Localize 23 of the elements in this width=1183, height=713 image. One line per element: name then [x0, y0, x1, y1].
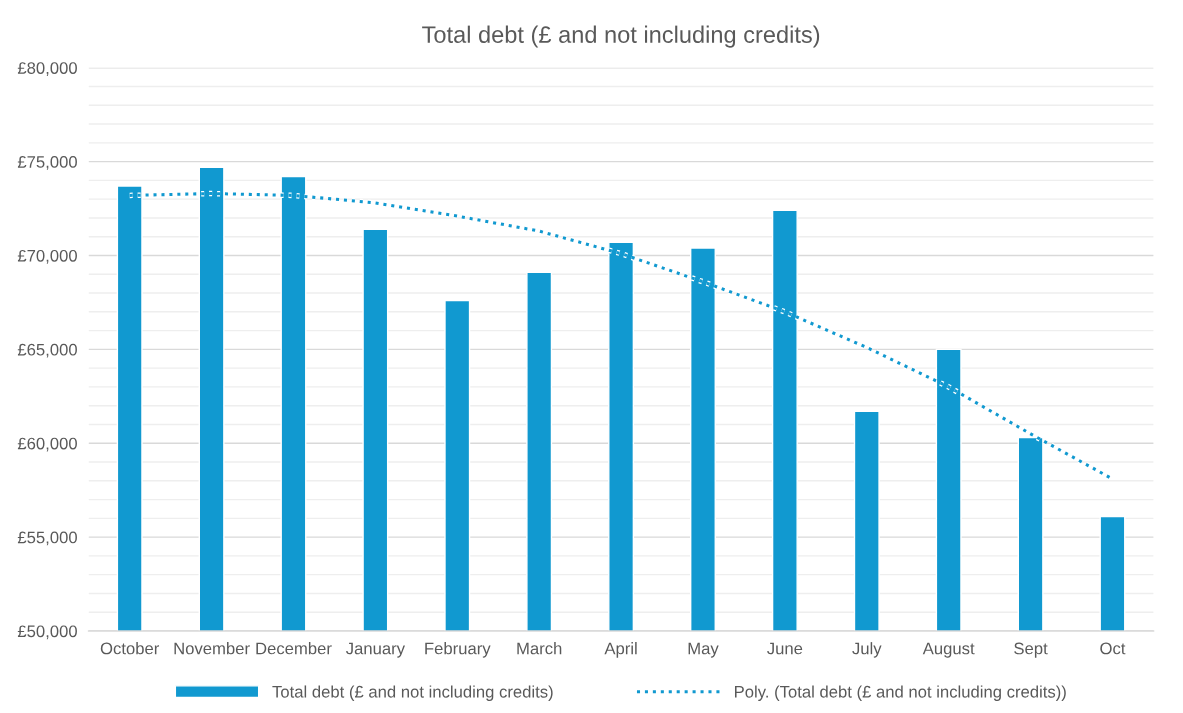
x-tick-label: January	[345, 642, 405, 658]
x-tick-label: Sept	[1014, 642, 1048, 658]
x-tick-label: February	[425, 642, 491, 658]
x-tick-label: Oct	[1100, 642, 1126, 655]
x-tick-label: May	[688, 642, 719, 658]
x-tick-label: August	[922, 642, 975, 658]
x-tick-label: April	[604, 642, 637, 658]
y-tick-label: £75,000	[17, 156, 77, 170]
x-tick-label: June	[767, 642, 803, 655]
y-tick-label: £65,000	[17, 343, 77, 358]
y-tick-label: £70,000	[17, 249, 77, 264]
legend-label: Poly. (Total debt (£ and not including credits))	[735, 685, 1066, 701]
y-tick-label: £50,000	[17, 625, 77, 640]
chart-title: Total debt (£ and not including credits)	[422, 25, 820, 48]
x-tick-label: November	[174, 642, 250, 655]
x-tick-label: July	[852, 642, 882, 658]
x-tick-label: December	[256, 642, 332, 655]
y-tick-label: £55,000	[17, 531, 77, 546]
y-tick-label: £80,000	[17, 62, 77, 76]
x-tick-label: October	[100, 642, 160, 655]
y-tick-label: £60,000	[17, 437, 77, 452]
legend-label: Total debt (£ and not including credits)	[272, 685, 553, 701]
x-tick-label: March	[517, 642, 562, 655]
